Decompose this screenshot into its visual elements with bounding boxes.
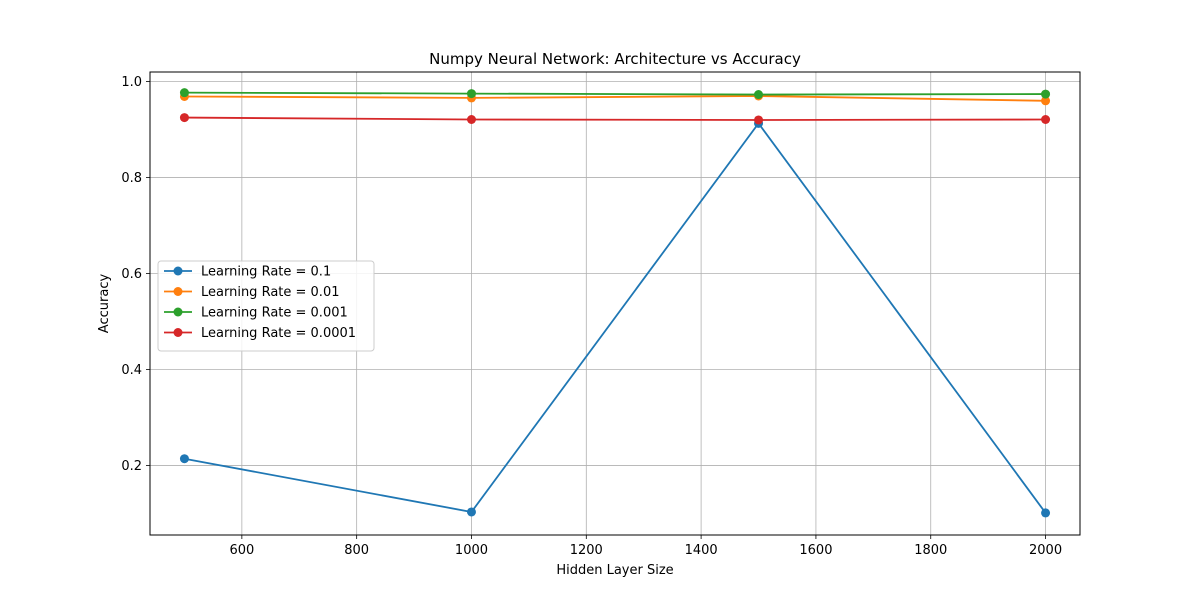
series-line bbox=[184, 121, 1047, 514]
legend: Learning Rate = 0.1 Learning Rate = 0.01 L… bbox=[157, 260, 375, 352]
data-point bbox=[1041, 89, 1051, 99]
data-point bbox=[466, 89, 476, 99]
legend-box bbox=[157, 260, 375, 352]
legend-item: Learning Rate = 0.0001 bbox=[164, 326, 356, 341]
series-line bbox=[184, 95, 1046, 102]
x-tick-label: 1800 bbox=[914, 543, 947, 558]
x-tick-label: 1600 bbox=[799, 543, 832, 558]
series-group bbox=[179, 88, 1051, 518]
y-tick-label: 0.4 bbox=[121, 363, 142, 378]
series-line bbox=[184, 116, 1046, 121]
legend-label: Learning Rate = 0.0001 bbox=[201, 326, 356, 341]
axis-ticks: 600 800 1000 1200 1400 1600 1800 2000 0.2 0.4 0.6 0… bbox=[121, 75, 1062, 558]
y-tick-label: 0.6 bbox=[121, 267, 142, 282]
x-tick-label: 600 bbox=[229, 543, 254, 558]
x-tick-label: 1200 bbox=[570, 543, 603, 558]
legend-label: Learning Rate = 0.01 bbox=[201, 285, 339, 300]
legend-marker bbox=[173, 287, 183, 296]
x-tick-label: 2000 bbox=[1029, 543, 1062, 558]
x-axis-title: Hidden Layer Size bbox=[556, 563, 673, 578]
series-line bbox=[184, 91, 1046, 96]
legend-item: Learning Rate = 0.1 bbox=[164, 265, 331, 280]
plot-frame bbox=[149, 71, 1081, 536]
data-point bbox=[179, 454, 189, 464]
data-point bbox=[179, 88, 189, 98]
legend-marker bbox=[173, 307, 183, 317]
series-3 bbox=[179, 88, 1051, 100]
series-4 bbox=[179, 113, 1051, 125]
legend-label: Learning Rate = 0.001 bbox=[201, 306, 348, 321]
legend-marker bbox=[173, 266, 183, 276]
y-tick-label: 1.0 bbox=[121, 75, 142, 90]
data-point bbox=[179, 113, 189, 123]
legend-item: Learning Rate = 0.001 bbox=[164, 306, 348, 321]
data-point bbox=[1041, 114, 1051, 124]
data-point bbox=[466, 507, 476, 517]
y-tick-label: 0.8 bbox=[121, 171, 142, 186]
chart-title: Numpy Neural Network: Architecture vs Ac… bbox=[429, 50, 801, 68]
data-point bbox=[1041, 508, 1051, 518]
legend-item: Learning Rate = 0.01 bbox=[164, 285, 339, 300]
x-tick-label: 800 bbox=[344, 543, 369, 558]
x-tick-label: 1400 bbox=[685, 543, 718, 558]
legend-marker bbox=[173, 328, 183, 337]
data-point bbox=[754, 115, 764, 125]
y-axis-title: Accuracy bbox=[97, 274, 112, 334]
data-point bbox=[754, 90, 764, 100]
legend-label: Learning Rate = 0.1 bbox=[201, 265, 331, 280]
series-1 bbox=[179, 118, 1051, 518]
data-point bbox=[1041, 96, 1051, 106]
data-point bbox=[466, 114, 476, 124]
y-tick-label: 0.2 bbox=[121, 459, 142, 474]
x-tick-label: 1000 bbox=[455, 543, 488, 558]
